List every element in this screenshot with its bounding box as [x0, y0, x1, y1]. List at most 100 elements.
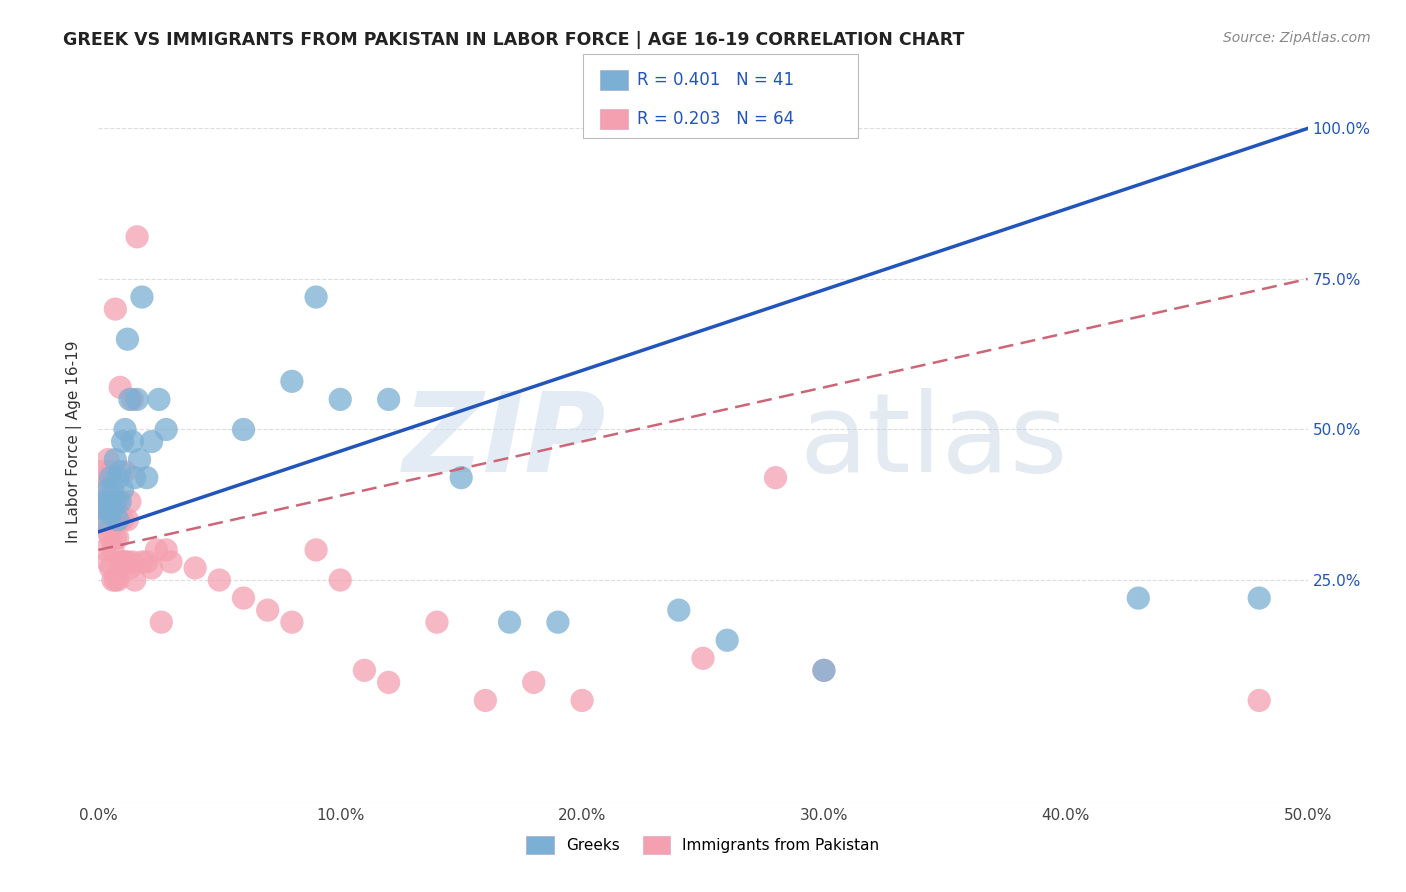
Point — [716, 633, 738, 648]
Point — [107, 573, 129, 587]
Point — [118, 561, 141, 575]
Point — [91, 513, 114, 527]
Point — [426, 615, 449, 630]
Point — [114, 423, 136, 437]
Point — [94, 542, 117, 557]
Point — [111, 483, 134, 497]
Point — [353, 664, 375, 678]
Point — [305, 290, 328, 304]
Point — [121, 434, 143, 449]
Point — [148, 392, 170, 407]
Point — [127, 392, 149, 407]
Point — [97, 524, 120, 539]
Point — [108, 380, 131, 394]
Point — [450, 471, 472, 485]
Point — [90, 494, 112, 508]
Point — [124, 471, 146, 485]
Point — [765, 471, 787, 485]
Point — [141, 434, 163, 449]
Point — [117, 555, 139, 569]
Point — [135, 471, 157, 485]
Point — [281, 615, 304, 630]
Point — [571, 693, 593, 707]
Point — [91, 513, 114, 527]
Point — [813, 664, 835, 678]
Point — [117, 513, 139, 527]
Point — [108, 494, 131, 508]
Point — [135, 555, 157, 569]
Point — [104, 573, 127, 587]
Point — [1249, 591, 1271, 606]
Point — [117, 332, 139, 346]
Point — [104, 301, 127, 317]
Point — [97, 555, 120, 569]
Point — [101, 500, 124, 515]
Point — [90, 500, 112, 515]
Point — [131, 290, 153, 304]
Point — [131, 555, 153, 569]
Text: Source: ZipAtlas.com: Source: ZipAtlas.com — [1223, 31, 1371, 45]
Point — [813, 664, 835, 678]
Point — [118, 494, 141, 508]
Point — [97, 494, 120, 508]
Point — [101, 573, 124, 587]
Point — [155, 423, 177, 437]
Point — [160, 555, 183, 569]
Point — [547, 615, 569, 630]
Y-axis label: In Labor Force | Age 16-19: In Labor Force | Age 16-19 — [66, 340, 83, 543]
Text: R = 0.401   N = 41: R = 0.401 N = 41 — [637, 70, 794, 88]
Point — [94, 494, 117, 508]
Point — [377, 392, 399, 407]
Text: GREEK VS IMMIGRANTS FROM PAKISTAN IN LABOR FORCE | AGE 16-19 CORRELATION CHART: GREEK VS IMMIGRANTS FROM PAKISTAN IN LAB… — [63, 31, 965, 49]
Point — [523, 675, 546, 690]
Point — [101, 483, 124, 497]
Point — [121, 392, 143, 407]
Point — [107, 531, 129, 545]
Point — [94, 471, 117, 485]
Point — [108, 513, 131, 527]
Text: atlas: atlas — [800, 388, 1069, 495]
Point — [101, 494, 124, 508]
Point — [100, 531, 122, 545]
Point — [100, 561, 122, 575]
Point — [107, 471, 129, 485]
Point — [111, 434, 134, 449]
Point — [108, 465, 131, 479]
Text: R = 0.203   N = 64: R = 0.203 N = 64 — [637, 110, 794, 128]
Point — [107, 513, 129, 527]
Point — [101, 542, 124, 557]
Point — [114, 465, 136, 479]
Point — [100, 494, 122, 508]
Point — [118, 392, 141, 407]
Point — [1128, 591, 1150, 606]
Point — [692, 651, 714, 665]
Point — [329, 573, 352, 587]
Point — [305, 542, 328, 557]
Point — [232, 591, 254, 606]
Point — [100, 507, 122, 521]
Point — [474, 693, 496, 707]
Point — [127, 230, 149, 244]
Point — [100, 465, 122, 479]
Point — [107, 494, 129, 508]
Point — [124, 573, 146, 587]
Point — [208, 573, 231, 587]
Point — [94, 500, 117, 515]
Point — [108, 555, 131, 569]
Point — [104, 531, 127, 545]
Point — [111, 555, 134, 569]
Point — [145, 542, 167, 557]
Point — [104, 494, 127, 508]
Point — [104, 494, 127, 508]
Point — [114, 555, 136, 569]
Point — [97, 452, 120, 467]
Point — [111, 513, 134, 527]
Point — [184, 561, 207, 575]
Point — [329, 392, 352, 407]
Point — [141, 561, 163, 575]
Point — [97, 483, 120, 497]
Point — [377, 675, 399, 690]
Point — [498, 615, 520, 630]
Legend: Greeks, Immigrants from Pakistan: Greeks, Immigrants from Pakistan — [520, 830, 886, 860]
Point — [100, 471, 122, 485]
